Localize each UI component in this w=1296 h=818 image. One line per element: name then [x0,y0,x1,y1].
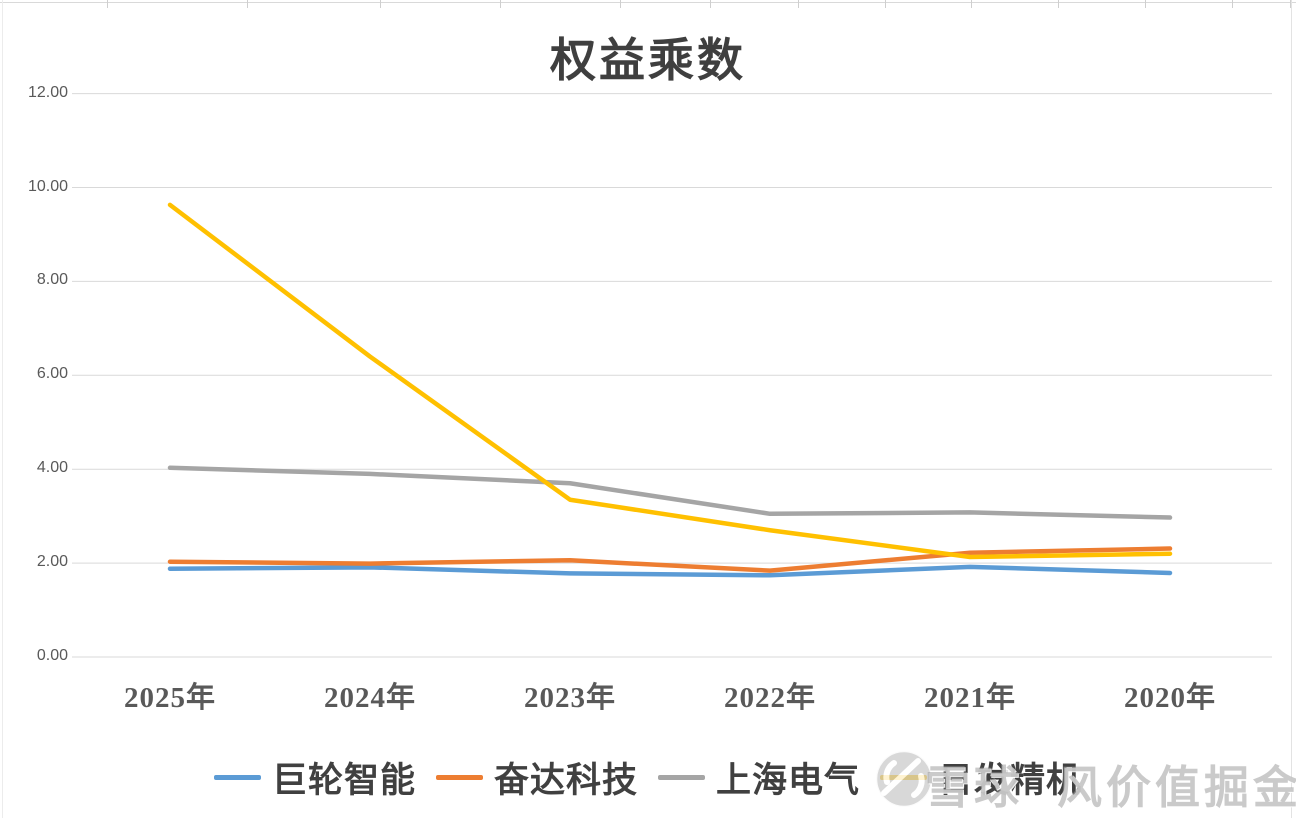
y-tick-label: 8.00 [36,271,68,289]
chart-legend: 巨轮智能 奋达科技 上海电气 日发精机 [0,752,1296,803]
legend-item: 日发精机 [880,752,1082,803]
x-tick-label: 2024年 [323,682,416,714]
series-line-日发精机 [167,202,1173,560]
y-tick-label: 10.00 [27,177,68,195]
legend-line-swatch [213,775,261,780]
legend-label: 日发精机 [938,761,1083,800]
column-border-tick [710,0,711,8]
legend-item: 巨轮智能 [213,752,416,803]
series-line-巨轮智能 [167,564,1173,578]
column-border-tick [380,0,381,8]
left-cell-border [2,0,3,818]
column-border-tick [500,0,501,8]
legend-line-swatch [658,775,705,780]
series-line-奋达科技 [167,546,1173,573]
right-cell-border [1291,0,1292,818]
legend-label: 巨轮智能 [271,761,416,800]
column-border-tick [971,0,972,8]
legend-item: 奋达科技 [435,752,638,803]
x-tick-label: 2020年 [1123,682,1216,714]
y-tick-label: 2.00 [36,553,68,571]
series-lines [167,202,1173,578]
y-tick-label: 6.00 [36,365,68,383]
legend-label: 奋达科技 [493,761,638,800]
column-border-tick [1232,0,1233,8]
x-tick-label: 2023年 [523,682,616,714]
column-border-tick [885,0,886,8]
series-line-上海电气 [167,465,1173,520]
y-tick-label: 4.00 [36,459,68,477]
legend-label: 上海电气 [716,761,861,800]
x-tick-label: 2022年 [723,682,816,714]
legend-line-swatch [435,775,483,780]
column-border-tick [798,0,799,8]
y-tick-label: 12.00 [27,83,68,101]
y-tick-label: 0.00 [36,647,68,664]
column-border-tick [1290,0,1291,8]
column-border-tick [247,0,248,8]
legend-line-swatch [880,775,928,780]
x-tick-label: 2025年 [123,682,216,714]
legend-item: 上海电气 [658,752,860,803]
column-border-tick [1145,0,1146,8]
column-border-tick [620,0,621,8]
chart-title: 权益乘数 [550,35,746,86]
column-border-tick [107,0,108,8]
x-tick-label: 2021年 [923,682,1016,714]
column-border-tick [1058,0,1059,8]
top-cell-border [0,2,1296,3]
